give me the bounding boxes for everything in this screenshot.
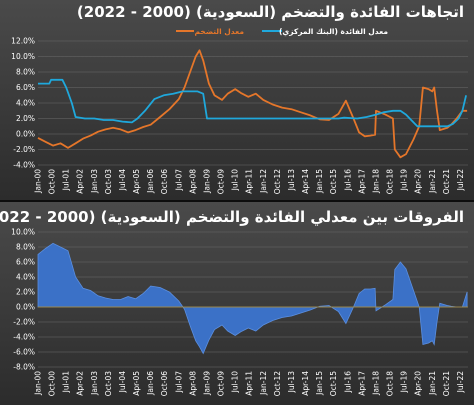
bottom-xtick-label: Jan-03: [90, 371, 99, 396]
bottom-ytick-label: -2.0%: [13, 318, 35, 327]
top-ytick-label: -2.0%: [13, 145, 35, 154]
top-xtick-label: Jan-06: [146, 169, 155, 194]
bottom-xtick-label: Jan-12: [259, 371, 268, 396]
bottom-xtick-label: Oct-03: [104, 371, 113, 396]
top-xtick-label: Jul-16: [343, 169, 352, 192]
bottom-xtick-label: Oct-12: [273, 371, 282, 396]
top-ytick-label: 2.0%: [16, 114, 35, 123]
top-xtick-label: Jan-09: [202, 169, 211, 194]
top-ytick-label: 10.0%: [11, 52, 35, 61]
top-xtick-label: Jan-00: [34, 169, 43, 194]
top-xtick-label: Oct-00: [48, 169, 57, 194]
bottom-ytick-label: -8.0%: [13, 363, 35, 372]
bottom-xtick-label: Jul-16: [343, 371, 352, 394]
top-xtick-label: Jul-07: [174, 169, 183, 192]
bottom-xtick-label: Jul-19: [400, 371, 409, 394]
top-xtick-label: Oct-21: [442, 169, 451, 194]
bottom-xtick-label: Oct-00: [48, 371, 57, 396]
top-ytick-label: 12.0%: [11, 37, 35, 46]
top-xtick-label: Jul-19: [400, 169, 409, 192]
top-ytick-label: 4.0%: [16, 99, 35, 108]
bottom-xtick-label: Jul-10: [231, 371, 240, 394]
bottom-ytick-label: 2.0%: [16, 288, 35, 297]
bottom-xtick-label: Jan-06: [146, 371, 155, 396]
bottom-ytick-label: -4.0%: [13, 333, 35, 342]
bottom-ytick-label: 8.0%: [16, 243, 35, 252]
bottom-xtick-label: Jan-00: [34, 371, 43, 396]
bottom-xtick-label: Apr-05: [132, 371, 141, 396]
top-xtick-label: Jan-18: [371, 169, 380, 194]
bottom-xtick-label: Jul-01: [62, 371, 71, 394]
bottom-ytick-label: 4.0%: [16, 273, 35, 282]
bottom-ytick-label: 6.0%: [16, 258, 35, 267]
top-xtick-label: Jan-12: [259, 169, 268, 194]
difference-area-chart: 10.0% 8.0% 6.0% 4.0% 2.0% 0.0% -2.0% -4.0% -6.0%…: [11, 228, 468, 396]
bottom-xtick-label: Jul-13: [287, 371, 296, 394]
top-xtick-label: Jul-13: [287, 169, 296, 192]
bottom-xtick-label: Oct-18: [386, 371, 395, 396]
bottom-ytick-label: -6.0%: [13, 348, 35, 357]
bottom-xtick-label: Apr-20: [414, 371, 423, 396]
top-xtick-label: Jan-15: [315, 169, 324, 194]
bottom-xtick-label: Jul-07: [174, 371, 183, 394]
bottom-xtick-label: Apr-11: [245, 371, 254, 396]
top-xtick-label: Apr-02: [76, 169, 85, 194]
bottom-ytick-label: 0.0%: [16, 303, 35, 312]
difference-chart-title: الفروقات بين معدلي الفائدة والتضخم (السع…: [0, 208, 464, 226]
bottom-xtick-label: Jan-15: [315, 371, 324, 396]
difference-chart-panel: الفروقات بين معدلي الفائدة والتضخم (السع…: [0, 202, 474, 405]
top-xtick-label: Oct-03: [104, 169, 113, 194]
top-xtick-label: Apr-17: [357, 169, 366, 194]
top-xtick-label: Apr-20: [414, 169, 423, 194]
bottom-xtick-label: Jan-18: [371, 371, 380, 396]
bottom-xtick-label: Apr-08: [188, 371, 197, 396]
top-ytick-label: 8.0%: [16, 68, 35, 77]
trends-chart-title: اتجاهات الفائدة والتضخم (السعودية) (2000…: [76, 3, 464, 21]
top-xtick-label: Oct-06: [160, 169, 169, 194]
top-ytick-label: -4.0%: [13, 161, 35, 170]
bottom-xtick-label: Apr-14: [301, 371, 310, 396]
legend-interest-label: معدل الفائدة (البنك المركزي): [279, 27, 388, 36]
bottom-xtick-label: Jan-21: [428, 371, 437, 396]
bottom-xtick-label: Jul-22: [456, 371, 465, 394]
bottom-xtick-label: Oct-06: [160, 371, 169, 396]
top-xtick-label: Oct-18: [386, 169, 395, 194]
top-xtick-label: Jul-01: [62, 169, 71, 192]
interest-rate-series-line: [38, 78, 467, 128]
top-xtick-label: Oct-15: [329, 169, 338, 194]
difference-area-series: [37, 242, 468, 355]
top-xtick-label: Apr-11: [245, 169, 254, 194]
top-xtick-label: Jul-04: [118, 169, 127, 192]
top-ytick-label: 6.0%: [16, 83, 35, 92]
top-xtick-label: Jul-10: [231, 169, 240, 192]
legend-inflation-label: معدل التضخم: [195, 27, 245, 36]
trends-line-chart: 12.0% 10.0% 8.0% 6.0% 4.0% 2.0% 0.0% -2.0% -4.0%…: [11, 27, 468, 194]
top-ytick-label: 0.0%: [16, 130, 35, 139]
bottom-xtick-label: Oct-15: [329, 371, 338, 396]
top-xtick-label: Apr-14: [301, 169, 310, 194]
bottom-xtick-label: Apr-02: [76, 371, 85, 396]
inflation-series-line: [37, 49, 468, 159]
bottom-xtick-label: Oct-09: [217, 371, 226, 396]
top-xtick-label: Jul-22: [456, 169, 465, 192]
top-xtick-label: Oct-12: [273, 169, 282, 194]
top-xtick-label: Jan-21: [428, 169, 437, 194]
bottom-xtick-label: Jan-09: [202, 371, 211, 396]
top-xtick-label: Apr-08: [188, 169, 197, 194]
top-xtick-label: Apr-05: [132, 169, 141, 194]
trends-chart-panel: اتجاهات الفائدة والتضخم (السعودية) (2000…: [0, 0, 474, 200]
bottom-xtick-label: Jul-04: [118, 371, 127, 394]
top-xtick-label: Jan-03: [90, 169, 99, 194]
top-xtick-label: Oct-09: [217, 169, 226, 194]
bottom-xtick-label: Oct-21: [442, 371, 451, 396]
bottom-ytick-label: 10.0%: [11, 228, 35, 237]
bottom-xtick-label: Apr-17: [357, 371, 366, 396]
